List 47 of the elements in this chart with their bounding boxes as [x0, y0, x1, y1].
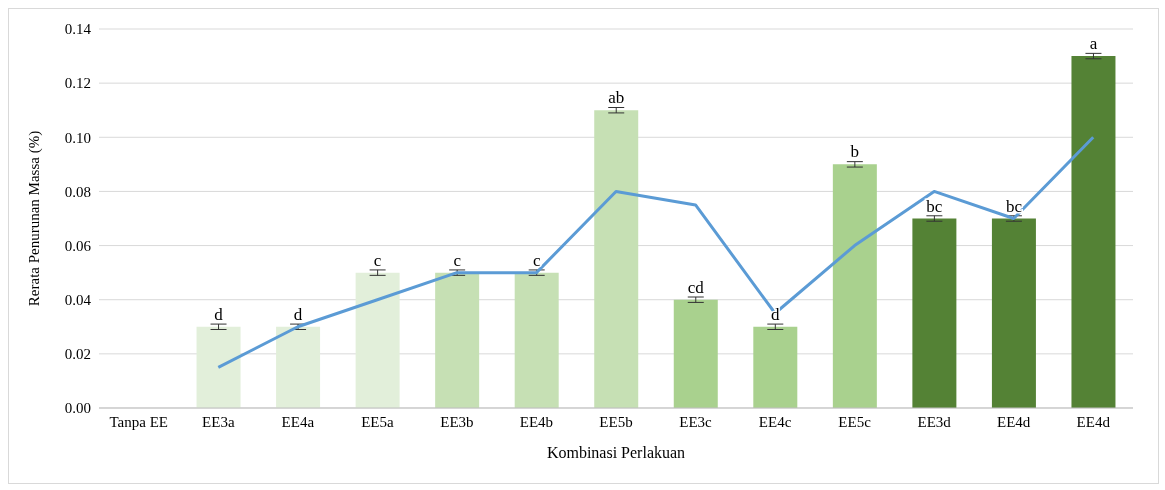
bar — [196, 326, 241, 408]
x-tick-label: EE5c — [838, 413, 872, 430]
data-label: ab — [608, 88, 625, 108]
x-tick-label: EE5a — [361, 413, 394, 430]
y-axis-title: Rerata Penurunan Massa (%) — [26, 130, 44, 307]
bar — [276, 326, 321, 408]
data-label: cd — [687, 277, 705, 297]
x-tick-label: Tanpa EE — [109, 413, 169, 430]
data-label: d — [214, 304, 224, 324]
line-series — [216, 135, 1095, 369]
x-tick-label: EE4b — [519, 413, 554, 430]
bar — [912, 218, 957, 408]
bar — [594, 110, 639, 408]
bar — [753, 326, 798, 408]
bar — [673, 299, 718, 408]
y-tick-label: 0.00 — [64, 400, 91, 417]
bar — [991, 218, 1036, 408]
x-tick-label: EE3b — [440, 413, 474, 430]
x-tick-label: EE3c — [679, 413, 713, 430]
bar — [1071, 56, 1116, 408]
data-label: c — [453, 250, 462, 270]
x-tick-label: EE4c — [758, 413, 792, 430]
y-tick-label: 0.08 — [64, 183, 91, 200]
data-label: bc — [926, 196, 943, 216]
x-tick-label: EE3d — [917, 413, 952, 430]
data-label: c — [532, 250, 541, 270]
data-label: a — [1089, 34, 1098, 54]
y-tick-label: 0.10 — [64, 129, 91, 146]
data-label: c — [373, 250, 382, 270]
x-tick-label: EE4d — [1076, 413, 1111, 430]
y-tick-label: 0.12 — [64, 75, 91, 92]
x-tick-label: EE4d — [997, 413, 1031, 430]
x-tick-label: EE3a — [202, 413, 235, 430]
x-tick-label: EE4a — [281, 413, 315, 430]
y-tick-label: 0.04 — [64, 292, 92, 309]
bar — [435, 272, 480, 408]
bar — [514, 272, 559, 408]
bar — [832, 164, 877, 408]
y-tick-label: 0.06 — [64, 237, 92, 254]
bar — [355, 272, 400, 408]
y-tick-label: 0.02 — [64, 346, 91, 363]
data-label: d — [293, 304, 303, 324]
x-tick-label: EE5b — [599, 413, 633, 430]
data-label: bc — [1005, 196, 1023, 216]
x-axis-title: Kombinasi Perlakuan — [546, 444, 686, 461]
data-label: b — [850, 142, 860, 162]
y-tick-label: 0.14 — [64, 21, 92, 38]
